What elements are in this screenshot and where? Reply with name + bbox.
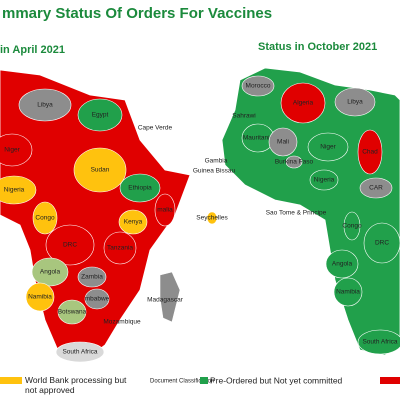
country-label: Niger	[4, 147, 20, 154]
country	[84, 288, 110, 310]
country-label: Congo	[35, 215, 55, 222]
country	[25, 282, 55, 312]
country-label: Sudan	[91, 167, 110, 174]
country	[18, 88, 72, 122]
country-label: Morocco	[246, 83, 271, 90]
country-label: DRC	[63, 242, 77, 249]
legend-label: Pre-Ordered but Not yet committed	[210, 375, 343, 385]
country-label: mbabwe	[85, 296, 110, 303]
country-label: DRC	[375, 240, 389, 247]
country	[0, 133, 33, 167]
country	[55, 341, 105, 363]
country-label: Cape Verde	[138, 125, 173, 132]
country-label: Namibia	[28, 294, 52, 301]
country-label: Libya	[347, 99, 363, 106]
country	[268, 127, 298, 157]
country	[309, 169, 339, 191]
country-label: Egypt	[92, 112, 109, 119]
country	[57, 299, 87, 325]
country-label: Seychelles	[196, 215, 228, 222]
country-label: South Africa	[62, 349, 97, 356]
country-label: Nigeria	[314, 177, 335, 184]
country-label: Congo	[342, 223, 362, 230]
country	[325, 249, 359, 279]
country-label: Mauritania	[243, 135, 274, 142]
map-title: Status in October 2021	[258, 41, 377, 53]
country-label: Kenya	[124, 219, 143, 226]
country	[119, 173, 161, 203]
country-label: Mozambique	[103, 319, 141, 326]
island	[159, 271, 181, 323]
country-label: Ethiopia	[128, 185, 152, 192]
country	[73, 147, 127, 193]
country	[154, 193, 176, 227]
legend-label: Document Classification	[150, 379, 214, 385]
country-label: Sahrawi	[232, 113, 255, 120]
country-label: malia	[157, 207, 173, 214]
country-label: Guinea Bissau	[193, 168, 236, 175]
map-title: in April 2021	[0, 44, 65, 56]
legend-swatch	[200, 377, 208, 384]
country	[280, 82, 326, 124]
country	[45, 224, 95, 266]
country-label: Algeria	[293, 100, 314, 107]
country	[357, 329, 400, 355]
country-label: CAR	[369, 185, 383, 192]
country	[307, 132, 349, 162]
country-label: Sao Tome & Principe	[266, 210, 327, 217]
country-label: Burkina Faso	[275, 159, 314, 166]
legend-swatch	[380, 377, 400, 384]
country	[343, 211, 361, 241]
country-label: Angola	[332, 261, 353, 268]
country-label: Namibia	[336, 289, 360, 296]
country-label: South Africa	[362, 339, 397, 346]
country-label: Botswana	[58, 309, 87, 316]
legend-swatch	[0, 377, 22, 384]
country-label: Chad	[362, 149, 378, 156]
country	[363, 222, 400, 264]
country	[206, 211, 218, 225]
country	[31, 257, 69, 287]
slide-title: mmary Status Of Orders For Vaccines	[2, 5, 272, 22]
country	[334, 87, 376, 117]
country	[359, 177, 393, 199]
country-label: Angola	[40, 269, 61, 276]
country-label: Gambia	[205, 158, 228, 165]
country	[241, 75, 275, 97]
country-label: Madagascar	[147, 297, 184, 304]
country	[103, 231, 137, 265]
country-label: Libya	[37, 102, 53, 109]
country-label: Tanzania	[107, 245, 133, 252]
country	[32, 201, 58, 235]
country	[77, 266, 107, 288]
country-label: Mali	[277, 139, 289, 146]
country-label: Zambia	[81, 274, 103, 281]
country	[357, 129, 383, 175]
country-label: Nigeria	[4, 187, 25, 194]
country	[118, 209, 148, 235]
country	[285, 155, 303, 169]
country	[333, 277, 363, 307]
legend-label: World Bank processing but not approved	[25, 375, 127, 395]
country-label: Niger	[320, 144, 336, 151]
country	[0, 175, 37, 205]
country	[77, 98, 123, 132]
